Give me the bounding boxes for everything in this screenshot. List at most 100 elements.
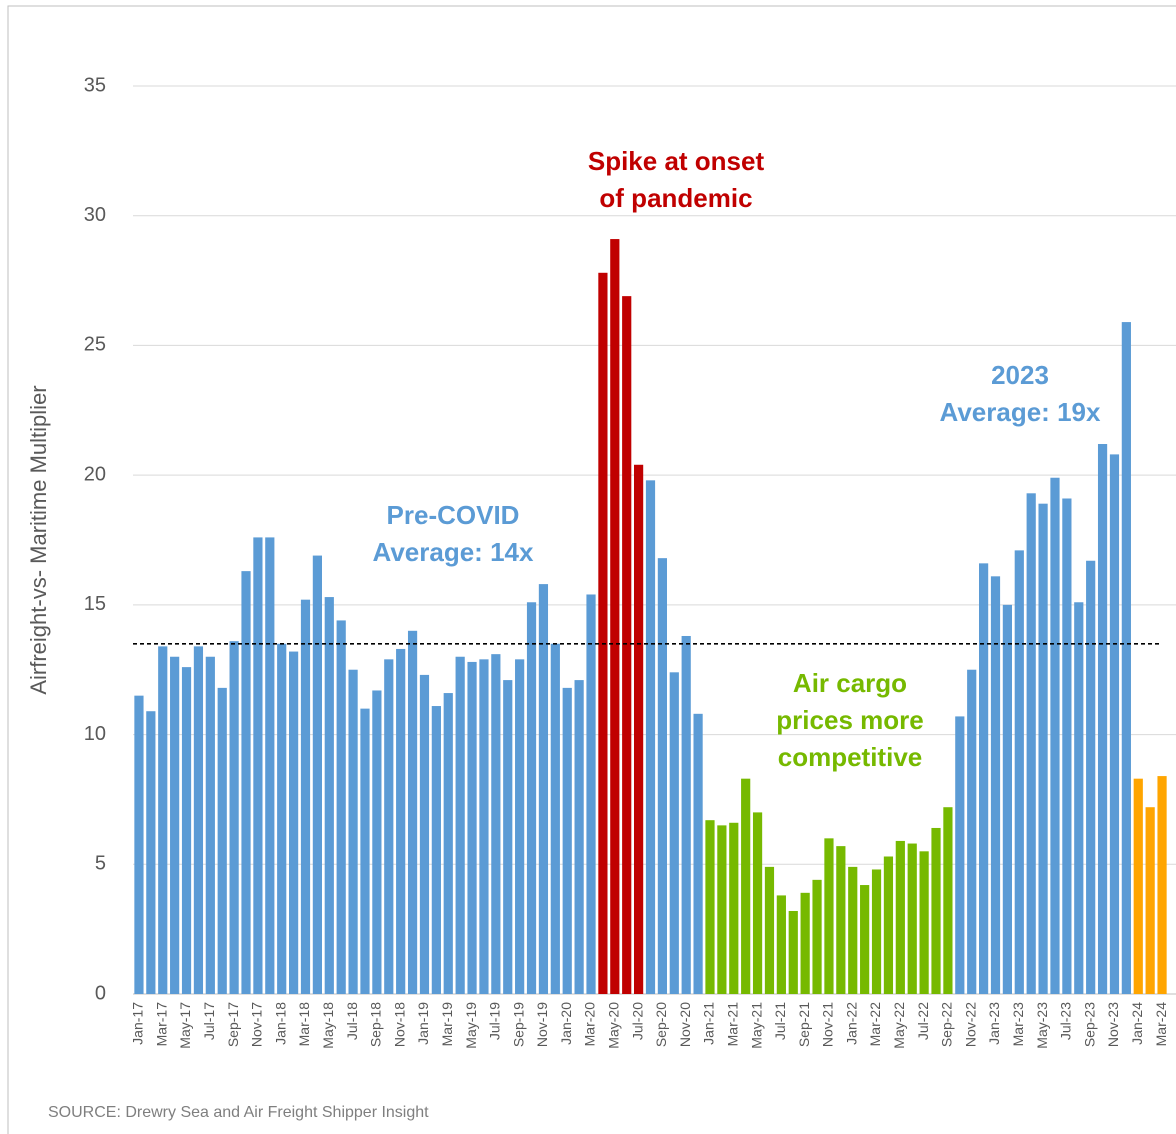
x-tick-label: Mar-19	[439, 1002, 455, 1047]
x-tick-label: May-22	[891, 1002, 907, 1049]
x-tick-label: May-19	[463, 1002, 479, 1049]
bar	[895, 840, 905, 994]
bar	[634, 464, 644, 994]
bar	[729, 822, 739, 994]
bar	[479, 659, 489, 994]
x-tick-label: Jan-22	[843, 1002, 859, 1045]
bar	[1145, 807, 1155, 994]
bar	[788, 910, 798, 994]
annotation: 2023	[991, 360, 1049, 390]
annotation: competitive	[778, 742, 923, 772]
x-tick-label: Sep-17	[225, 1002, 241, 1047]
bar	[396, 648, 406, 994]
bar	[360, 708, 370, 994]
bar	[431, 706, 441, 994]
x-tick-label: May-17	[177, 1002, 193, 1049]
bar	[610, 239, 620, 994]
bar	[717, 825, 727, 994]
bar	[241, 571, 251, 994]
x-tick-label: Jan-24	[1129, 1002, 1145, 1045]
bar	[919, 851, 929, 994]
x-tick-label: Nov-23	[1105, 1002, 1121, 1047]
bar	[812, 879, 822, 994]
bar	[538, 584, 549, 994]
bar	[217, 687, 227, 994]
bar	[455, 656, 465, 994]
bar	[848, 866, 858, 994]
source: SOURCE: Drewry Sea and Air Freight Shipp…	[48, 1104, 429, 1121]
x-tick-label: Sep-20	[653, 1002, 669, 1047]
bar	[205, 656, 215, 994]
bar	[943, 807, 953, 994]
bar	[1014, 550, 1024, 994]
x-tick-label: Jul-17	[201, 1002, 217, 1040]
bar	[883, 856, 894, 994]
x-tick-label: Sep-18	[368, 1002, 384, 1047]
x-tick-label: Nov-22	[962, 1002, 978, 1047]
x-tick-label: Jan-19	[415, 1002, 431, 1045]
x-tick-label: Nov-20	[677, 1002, 693, 1047]
bar	[181, 667, 192, 994]
annotation: prices more	[776, 705, 923, 735]
bar	[669, 672, 679, 994]
bar	[979, 563, 989, 994]
bar	[622, 296, 632, 994]
x-tick-label: Mar-22	[867, 1002, 883, 1047]
y-tick-label: 20	[84, 463, 106, 485]
bar	[134, 695, 144, 994]
bar	[1074, 602, 1084, 994]
bar	[1097, 444, 1108, 994]
x-tick-label: Mar-24	[1153, 1002, 1169, 1047]
bar	[764, 866, 775, 994]
y-tick-label: 30	[84, 204, 106, 226]
x-tick-label: Mar-17	[153, 1002, 169, 1047]
x-tick-label: May-18	[320, 1002, 336, 1049]
bar	[645, 480, 656, 994]
annotation: Average: 19x	[940, 397, 1101, 427]
y-tick-label: 15	[84, 593, 106, 615]
bar	[1086, 560, 1096, 994]
bar	[419, 674, 430, 994]
bar	[574, 680, 584, 994]
x-tick-label: Jul-19	[487, 1002, 503, 1040]
bar	[657, 558, 667, 994]
y-tick-label: 35	[84, 74, 106, 96]
bar	[348, 669, 358, 994]
x-tick-label: Jul-18	[344, 1002, 360, 1040]
x-tick-label: Mar-20	[582, 1002, 598, 1047]
bar	[967, 669, 977, 994]
bar	[515, 659, 525, 994]
bar	[158, 646, 168, 994]
bar	[265, 537, 275, 994]
annotation: Pre-COVID	[387, 500, 520, 530]
bar	[776, 895, 786, 994]
bar	[931, 827, 941, 994]
bar	[1157, 776, 1167, 994]
x-tick-label: May-21	[748, 1002, 764, 1049]
x-tick-label: Sep-23	[1081, 1002, 1097, 1047]
bar	[443, 693, 453, 994]
bar	[741, 778, 751, 994]
bar	[586, 594, 596, 994]
bar	[503, 680, 513, 994]
bar	[681, 635, 691, 994]
x-tick-label: Mar-23	[1010, 1002, 1026, 1047]
x-tick-label: Mar-18	[296, 1002, 312, 1047]
bar	[1121, 322, 1131, 995]
bar	[384, 659, 394, 994]
x-tick-label: Sep-19	[510, 1002, 526, 1047]
bar	[300, 599, 311, 994]
bar	[836, 846, 846, 994]
bar	[324, 597, 334, 994]
bar	[146, 711, 156, 994]
bar	[907, 843, 917, 994]
bar	[871, 869, 882, 994]
x-tick-label: May-23	[1034, 1002, 1050, 1049]
y-tick-label: 25	[84, 334, 106, 356]
bar	[955, 716, 965, 994]
y-axis-label: Airfreight-vs- Maritime Multiplier	[26, 385, 51, 694]
bar	[372, 690, 382, 994]
bar	[1002, 604, 1012, 994]
x-tick-label: May-20	[606, 1002, 622, 1049]
